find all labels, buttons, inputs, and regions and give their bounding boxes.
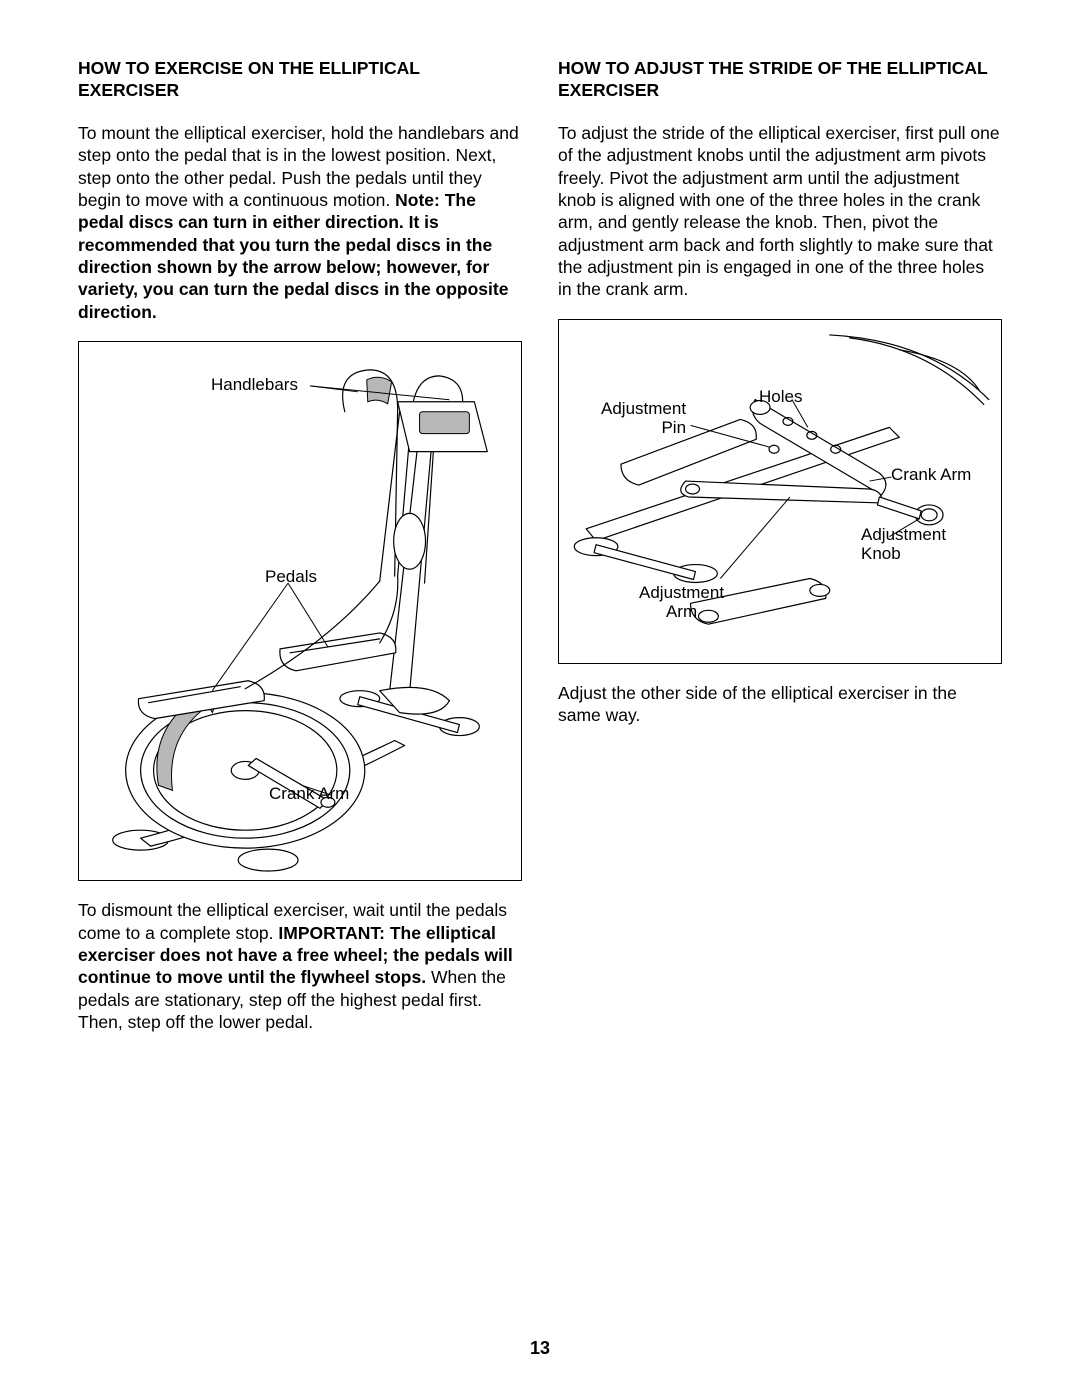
- callout-adj-knob-l2: Knob: [861, 544, 901, 563]
- callout-crank-arm-left: Crank Arm: [269, 785, 349, 804]
- content-columns: HOW TO EXERCISE ON THE ELLIPTICAL EXERCI…: [78, 58, 1002, 1048]
- callout-adj-knob: Adjustment Knob: [861, 526, 946, 563]
- callout-crank-arm-right: Crank Arm: [891, 466, 971, 485]
- right-column: HOW TO ADJUST THE STRIDE OF THE ELLIPTIC…: [558, 58, 1002, 1048]
- figure-stride-adjust: Holes Adjustment Pin Crank Arm Adjustmen…: [558, 319, 1002, 664]
- right-para-1: To adjust the stride of the elliptical e…: [558, 122, 1002, 301]
- callout-adj-pin-l1: Adjustment: [601, 399, 686, 418]
- right-para-2: Adjust the other side of the elliptical …: [558, 682, 1002, 727]
- page-number: 13: [0, 1338, 1080, 1359]
- right-heading: HOW TO ADJUST THE STRIDE OF THE ELLIPTIC…: [558, 58, 1002, 102]
- callout-adj-arm: Adjustment Arm: [639, 584, 724, 621]
- diagram-stride-adjust: [559, 320, 1001, 663]
- left-heading: HOW TO EXERCISE ON THE ELLIPTICAL EXERCI…: [78, 58, 522, 102]
- callout-adj-pin-l2: Pin: [661, 418, 686, 437]
- left-para-2: To dismount the elliptical exerciser, wa…: [78, 899, 522, 1033]
- callout-handlebars: Handlebars: [211, 376, 298, 395]
- left-para-1: To mount the elliptical exerciser, hold …: [78, 122, 522, 324]
- callout-adj-arm-l1: Adjustment: [639, 583, 724, 602]
- callout-adj-arm-l2: Arm: [666, 602, 697, 621]
- callout-pedals: Pedals: [265, 568, 317, 587]
- callout-adj-pin: Adjustment Pin: [601, 400, 686, 437]
- callout-adj-knob-l1: Adjustment: [861, 525, 946, 544]
- figure-elliptical-full: Handlebars Pedals Crank Arm: [78, 341, 522, 881]
- callout-holes: Holes: [759, 388, 802, 407]
- left-column: HOW TO EXERCISE ON THE ELLIPTICAL EXERCI…: [78, 58, 522, 1048]
